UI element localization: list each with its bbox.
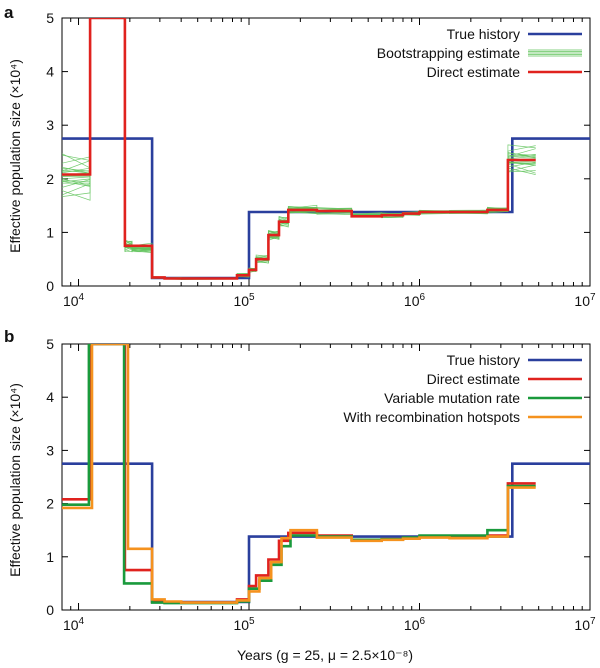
- panel-b-y-tick-label: 3: [46, 442, 54, 458]
- panel-a-legend-label-bootstrapping-estimate: Bootstrapping estimate: [377, 45, 520, 61]
- panel-a-x-tick-label: 104: [63, 292, 85, 309]
- panel-a-legend: True history Bootstrapping estimate Direct…: [377, 26, 582, 80]
- panel-a-y-tick-label: 2: [46, 171, 54, 187]
- panel-b-legend: True history Direct estimate Variable muta…: [343, 352, 582, 425]
- panel-a-series-direct-estimate: [62, 18, 536, 280]
- panel-a-y-tick-label: 4: [46, 64, 54, 80]
- panel-a-legend-label-true-history: True history: [447, 26, 520, 42]
- panel-b-legend-label-true-history: True history: [447, 352, 520, 368]
- panel-b-x-tick-label: 104: [63, 616, 85, 633]
- panel-b-y-tick-label: 2: [46, 496, 54, 512]
- panel-b-y-tick-label: 5: [46, 336, 54, 352]
- panel-b-y-axis-title: Effective population size (×10⁴): [7, 383, 23, 577]
- panel-b-y-tick-label: 4: [46, 389, 54, 405]
- panel-a-series-true-history: [62, 137, 590, 280]
- panel-a-y-tick-label: 1: [46, 224, 54, 240]
- panel-b-series-with-recombination-hotspots: [62, 344, 536, 604]
- panel-a-plot-area: 0 1 2 3 4 5 104 105 106 107: [46, 10, 596, 309]
- panel-b: b Effective population size (×10⁴) 0 1 2 3 4…: [4, 327, 596, 663]
- panel-b-x-tick-label: 105: [233, 616, 255, 633]
- panel-b-plot-area: 0 1 2 3 4 5 104 105 106 107: [46, 336, 596, 633]
- panel-a-x-tick-label: 105: [233, 292, 255, 309]
- panel-a-y-tick-label: 3: [46, 117, 54, 133]
- panel-a: a Effective population size (×10⁴) 0 1 2 3 4…: [4, 3, 596, 309]
- panel-a-label: a: [4, 3, 14, 22]
- panel-b-y-tick-label: 1: [46, 549, 54, 565]
- panel-b-series-true-history: [62, 462, 590, 604]
- panel-b-y-tick-label: 0: [46, 602, 54, 618]
- panel-b-x-axis-title: Years (g = 25, μ = 2.5×10⁻⁸): [237, 647, 413, 663]
- panel-a-legend-label-direct-estimate: Direct estimate: [427, 64, 521, 80]
- panel-a-x-tick-label: 106: [404, 292, 426, 309]
- panel-a-y-tick-label: 5: [46, 10, 54, 26]
- panel-a-y-axis-title: Effective population size (×10⁴): [7, 59, 23, 253]
- panel-a-frame: [61, 17, 591, 287]
- panel-b-legend-label-with-recombination-hotspots: With recombination hotspots: [343, 409, 520, 425]
- panel-b-x-tick-label: 107: [574, 616, 596, 633]
- panel-b-x-tick-label: 106: [404, 616, 426, 633]
- panel-b-label: b: [4, 327, 14, 346]
- panel-a-x-tick-label: 107: [574, 292, 596, 309]
- panel-b-legend-label-direct-estimate: Direct estimate: [427, 371, 521, 387]
- panel-a-y-tick-label: 0: [46, 278, 54, 294]
- panel-b-frame: [61, 343, 591, 611]
- panel-b-legend-label-variable-mutation-rate: Variable mutation rate: [384, 390, 520, 406]
